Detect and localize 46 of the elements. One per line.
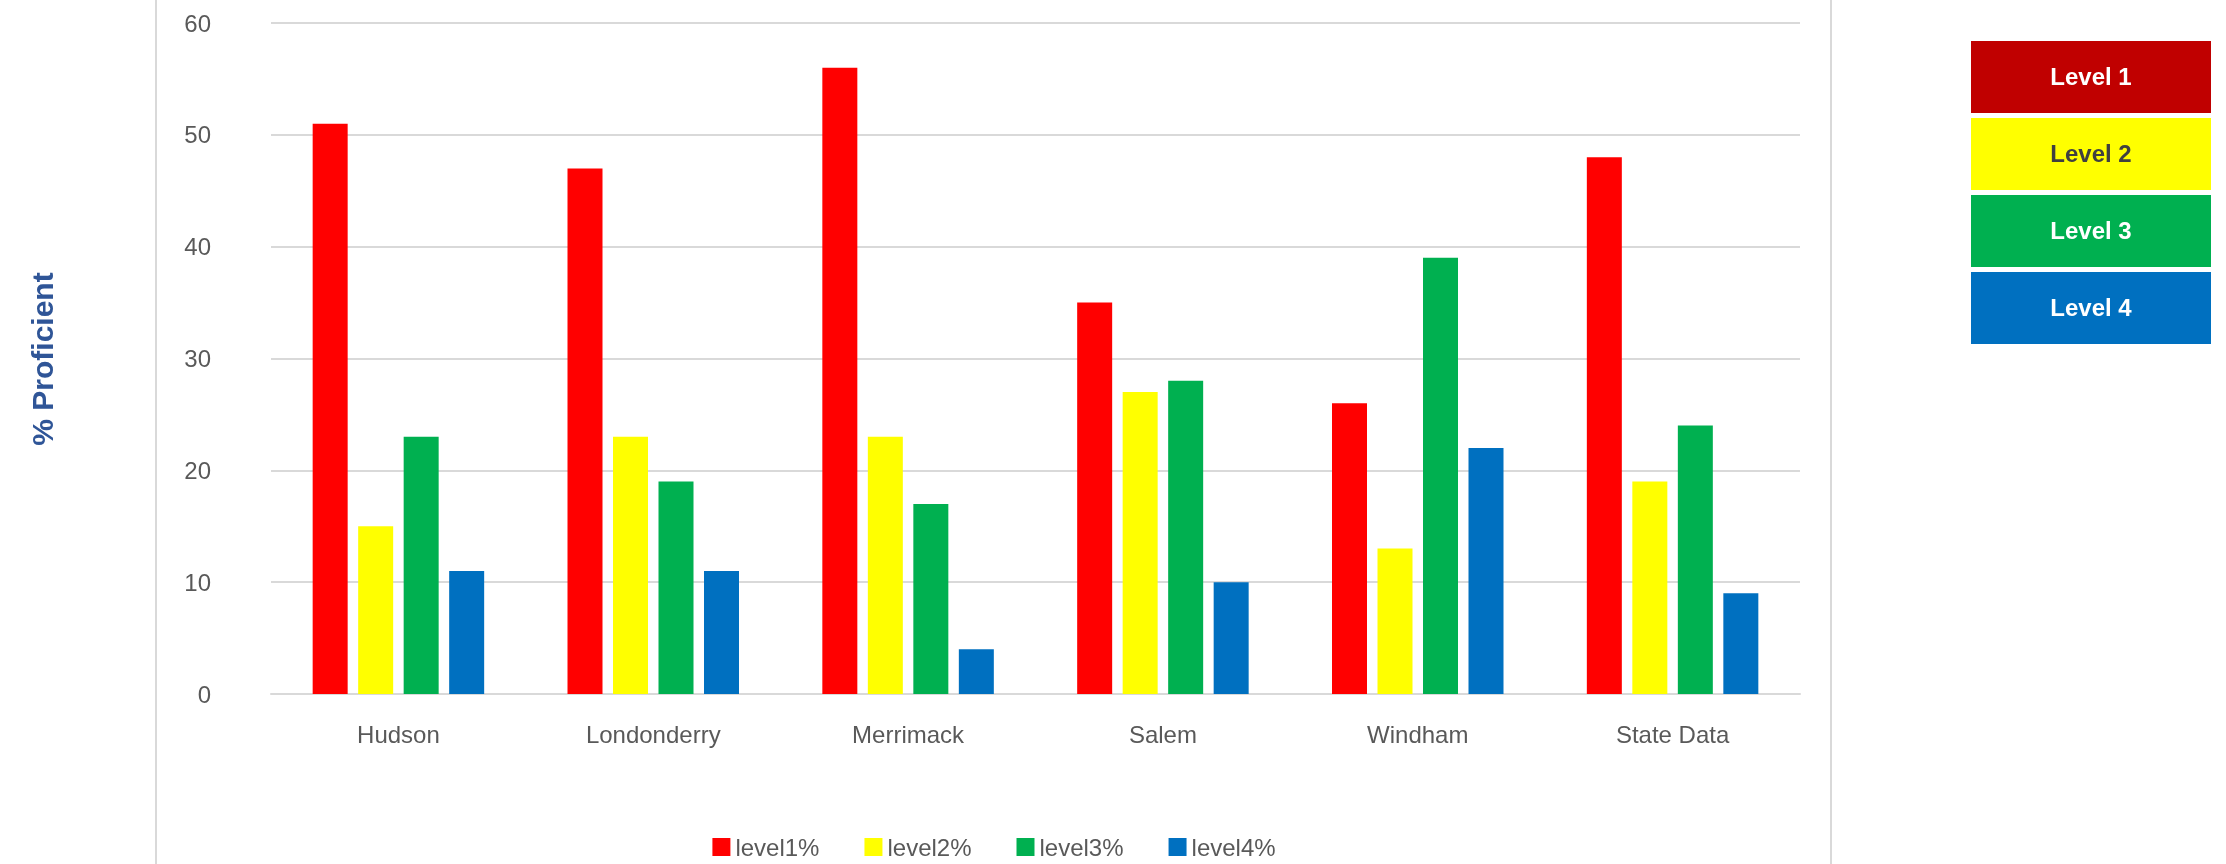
bar <box>1468 447 1504 694</box>
y-tick-label: 40 <box>184 233 211 261</box>
y-tick-label: 20 <box>184 456 211 484</box>
bar <box>613 436 648 694</box>
x-tick-label: Hudson <box>357 720 440 748</box>
category-label: Level 4 <box>1971 272 2211 344</box>
category-label: Level 2 <box>1971 118 2211 190</box>
y-tick-label: 30 <box>184 345 211 372</box>
bar <box>1213 582 1249 694</box>
bar <box>913 503 949 694</box>
bar <box>1332 403 1367 694</box>
bar <box>567 168 603 694</box>
bar <box>1677 425 1713 694</box>
legend-label: level1% <box>735 833 820 861</box>
legend-label: level3% <box>1039 833 1124 861</box>
bar <box>1168 380 1204 694</box>
bar <box>658 481 694 694</box>
x-tick-label: Windham <box>1367 720 1469 748</box>
bar <box>358 526 394 694</box>
bar <box>704 570 739 694</box>
bar <box>403 436 439 694</box>
bar <box>449 570 485 694</box>
bar <box>1723 593 1759 694</box>
legend-label: level2% <box>887 833 972 861</box>
bar <box>1122 392 1158 694</box>
y-tick-label: 10 <box>184 568 211 596</box>
bar <box>822 67 858 694</box>
y-axis-title: % Proficient <box>26 272 60 446</box>
bar <box>867 436 903 694</box>
x-tick-label: Londonderry <box>585 720 721 748</box>
bar <box>1077 302 1113 694</box>
bar <box>1377 548 1413 694</box>
y-tick-label: 50 <box>184 121 211 149</box>
bar <box>312 123 348 694</box>
category-label: Level 1 <box>1971 41 2211 113</box>
bar <box>1423 257 1458 694</box>
legend-label: level4% <box>1191 833 1276 861</box>
y-tick-label: 0 <box>197 680 211 708</box>
x-tick-label: Merrimack <box>852 720 966 748</box>
category-label: Level 3 <box>1971 195 2211 267</box>
bar <box>1632 481 1668 694</box>
x-tick-label: Salem <box>1128 720 1197 748</box>
bar <box>958 649 994 694</box>
bar <box>1586 157 1622 694</box>
y-tick-label: 60 <box>184 9 211 37</box>
x-tick-label: State Data <box>1615 720 1730 748</box>
